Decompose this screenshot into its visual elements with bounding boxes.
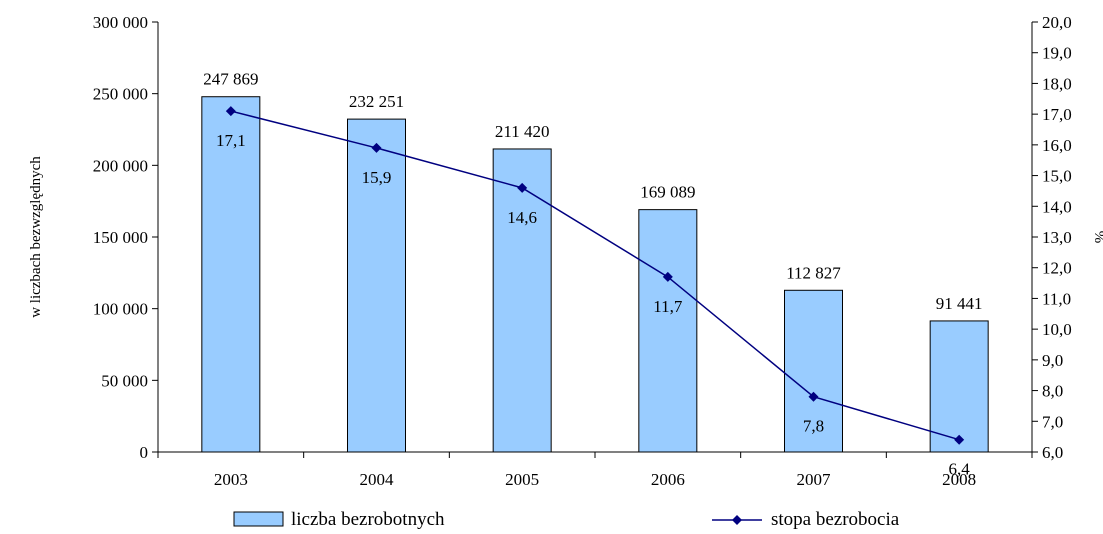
y-right-tick-label: 12,0: [1042, 259, 1072, 278]
bar-value-label: 247 869: [203, 70, 258, 89]
line-point-marker: [662, 271, 673, 282]
y-left-tick-label: 100 000: [93, 300, 148, 319]
y-right-tick-label: 9,0: [1042, 351, 1063, 370]
line-value-label: 15,9: [362, 168, 392, 187]
x-tick-label: 2007: [797, 470, 832, 489]
bar-value-label: 211 420: [495, 122, 550, 141]
bar-value-label: 232 251: [349, 92, 404, 111]
y-right-tick-label: 14,0: [1042, 197, 1072, 216]
y-left-tick-label: 300 000: [93, 13, 148, 32]
y-right-tick-label: 7,0: [1042, 412, 1063, 431]
y-right-tick-label: 18,0: [1042, 74, 1072, 93]
line-series: [225, 106, 965, 445]
y-right-tick-label: 20,0: [1042, 13, 1072, 32]
y-right-tick-label: 13,0: [1042, 228, 1072, 247]
line-value-label: 7,8: [803, 417, 824, 436]
line-point-marker: [225, 106, 236, 117]
y-right-tick-label: 6,0: [1042, 443, 1063, 462]
unemployment-rate-line: [230, 110, 960, 441]
y-left-tick-label: 0: [140, 443, 149, 462]
x-tick-label: 2004: [360, 470, 395, 489]
bar: [638, 209, 698, 453]
y-left-tick-label: 150 000: [93, 228, 148, 247]
line-value-label: 11,7: [653, 297, 683, 316]
bar: [347, 118, 406, 453]
bar: [201, 96, 261, 453]
line-value-label: 6,4: [949, 460, 971, 479]
bar-value-label: 169 089: [640, 183, 695, 202]
y-left-tick-label: 50 000: [101, 371, 148, 390]
bar: [492, 148, 552, 453]
legend-bar-label: liczba bezrobotnych: [291, 509, 445, 530]
y-right-tick-label: 19,0: [1042, 44, 1072, 63]
y-right-tick-label: 15,0: [1042, 167, 1072, 186]
line-point-marker: [954, 434, 965, 445]
x-tick-label: 2008: [942, 470, 976, 489]
legend-line-label: stopa bezrobocia: [771, 509, 900, 530]
line-point-marker: [517, 182, 528, 193]
legend-bar-swatch: [233, 511, 284, 527]
data-labels: 247 869 232 251 211 420 169 089 112 827 91 44…: [203, 70, 982, 479]
bar-value-label: 112 827: [786, 263, 841, 282]
axes: 0 50 000 100 000 150 000 200 000 250 000 300 0…: [93, 13, 1072, 489]
line-point-marker: [371, 142, 382, 153]
y-right-tick-label: 8,0: [1042, 382, 1063, 401]
bar: [929, 320, 989, 453]
y-right-axis-title: %: [1091, 231, 1103, 244]
y-right-tick-label: 16,0: [1042, 136, 1072, 155]
x-tick-label: 2005: [505, 470, 539, 489]
y-left-axis-title: w liczbach bezwzględnych: [28, 156, 44, 318]
y-left-tick-label: 200 000: [93, 156, 148, 175]
line-value-label: 14,6: [507, 208, 537, 227]
bar-value-label: 91 441: [936, 294, 983, 313]
bar: [784, 289, 843, 453]
y-right-tick-label: 17,0: [1042, 105, 1072, 124]
bar-series: [201, 96, 989, 453]
x-tick-label: 2006: [651, 470, 685, 489]
y-right-tick-label: 11,0: [1042, 289, 1071, 308]
line-value-label: 17,1: [216, 131, 246, 150]
legend: liczba bezrobotnych stopa bezrobocia: [233, 509, 900, 530]
y-right-tick-label: 10,0: [1042, 320, 1072, 339]
line-point-marker: [808, 391, 819, 402]
y-left-tick-label: 250 000: [93, 85, 148, 104]
legend-diamond-marker: [732, 515, 742, 525]
x-tick-label: 2003: [214, 470, 248, 489]
